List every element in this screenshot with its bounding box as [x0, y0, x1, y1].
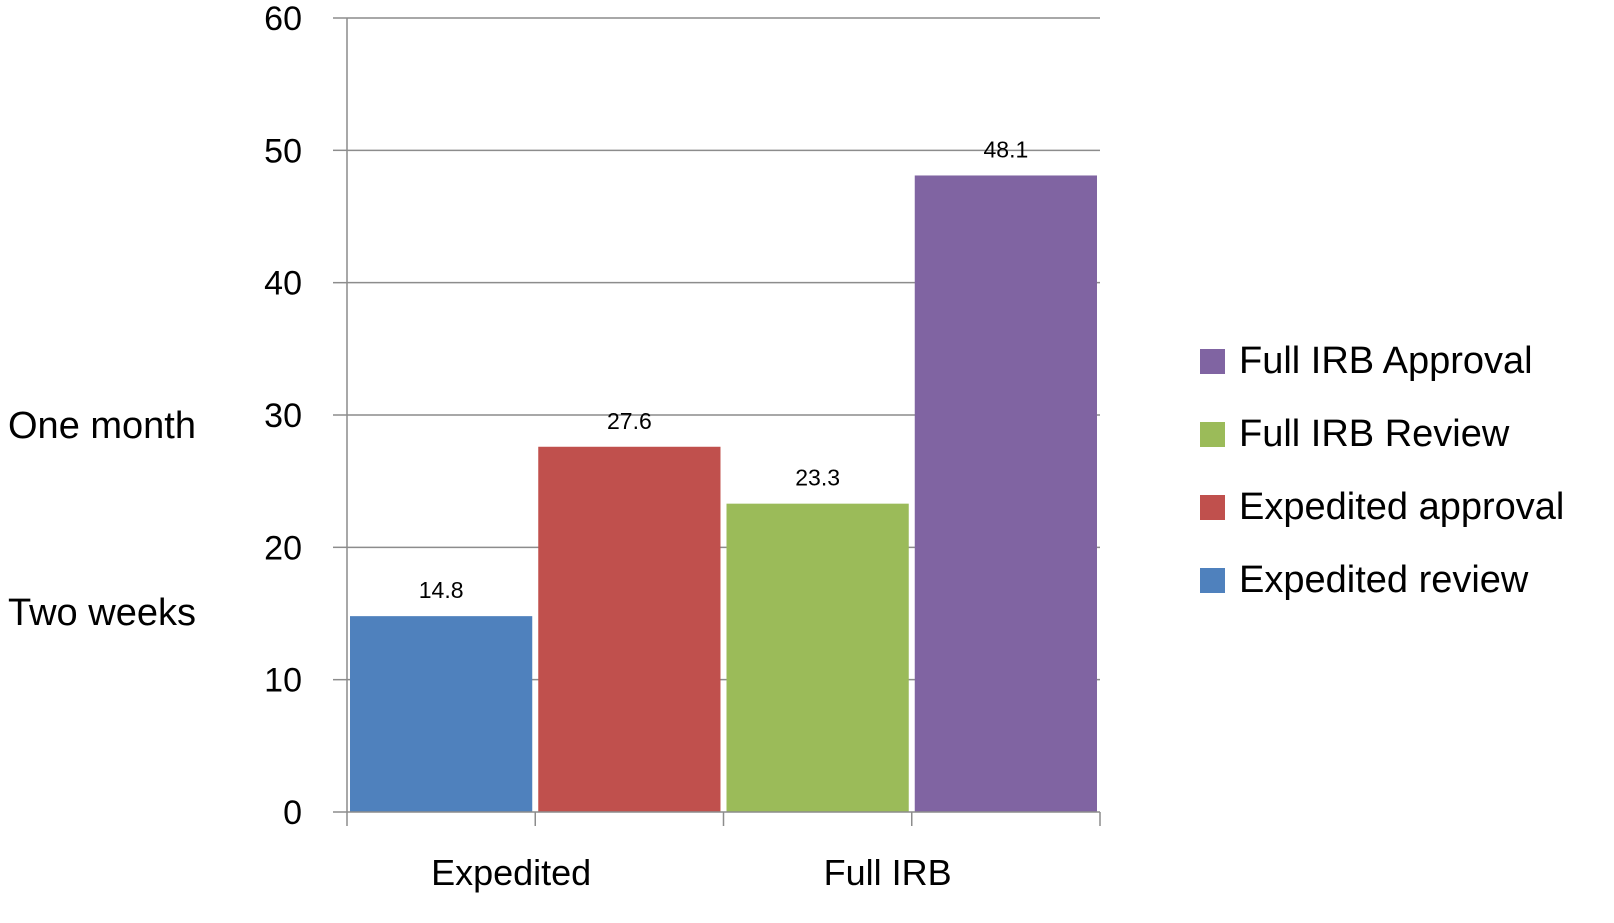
legend-swatch — [1200, 568, 1225, 593]
bar-full-irb-review — [726, 503, 909, 812]
bars — [350, 175, 1097, 812]
x-category-label: Full IRB — [824, 852, 952, 893]
bar-full-irb-approval — [914, 175, 1097, 812]
y-tick-labels: 0 10 20 30 40 50 60 — [264, 0, 302, 832]
y-tick-label: 40 — [264, 265, 302, 303]
data-label: 27.6 — [607, 408, 652, 434]
y-tick-label: 30 — [264, 397, 302, 435]
data-labels: 14.8 27.6 23.3 48.1 — [419, 136, 1029, 603]
data-label: 48.1 — [983, 136, 1028, 162]
legend-label: Full IRB Approval — [1239, 340, 1533, 382]
legend-swatch — [1200, 349, 1225, 374]
y-tick-label: 20 — [264, 529, 302, 567]
legend-label: Full IRB Review — [1239, 413, 1510, 455]
y-tick-label: 0 — [283, 794, 302, 832]
legend-item: Expedited approval — [1200, 471, 1564, 544]
legend-swatch — [1200, 495, 1225, 520]
y-tick-label: 10 — [264, 662, 302, 700]
y-tick-label: 50 — [264, 132, 302, 170]
legend: Full IRB Approval Full IRB Review Expedite… — [1200, 325, 1564, 617]
bar-expedited-approval — [538, 446, 721, 812]
legend-item: Expedited review — [1200, 544, 1564, 617]
legend-item: Full IRB Review — [1200, 398, 1564, 471]
data-label: 23.3 — [795, 465, 840, 491]
data-label: 14.8 — [419, 577, 464, 603]
legend-swatch — [1200, 422, 1225, 447]
x-category-labels: Expedited Full IRB — [431, 852, 952, 893]
annotation-one-month: One month — [8, 405, 196, 447]
annotation-two-weeks: Two weeks — [8, 592, 196, 634]
legend-label: Expedited review — [1239, 559, 1529, 601]
axes — [333, 17, 1101, 826]
bar-expedited-review — [350, 616, 533, 812]
legend-item: Full IRB Approval — [1200, 325, 1564, 398]
y-tick-label: 60 — [264, 0, 302, 38]
x-category-label: Expedited — [431, 852, 591, 893]
legend-label: Expedited approval — [1239, 486, 1565, 528]
